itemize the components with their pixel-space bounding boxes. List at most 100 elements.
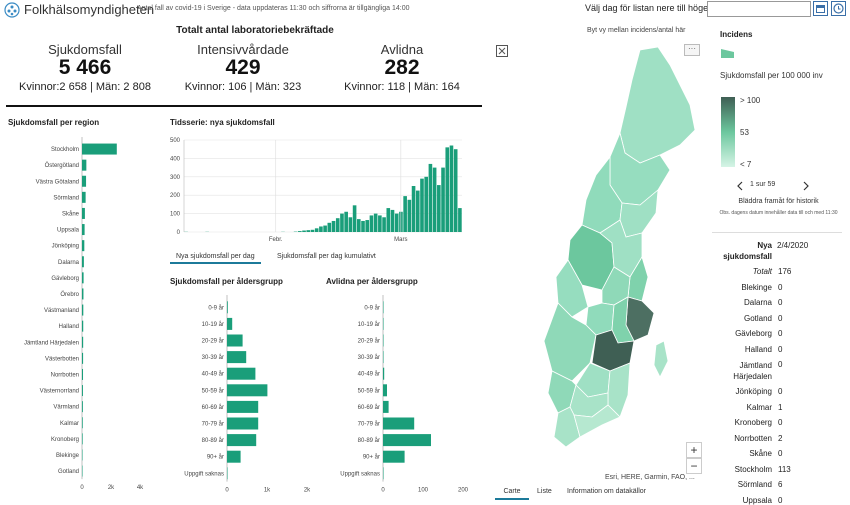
map-region-gotland[interactable] [653,340,669,378]
timeseries-bar[interactable] [323,225,327,232]
tab-cumulative-cases[interactable]: Sjukdomsfall per dag kumulativt [277,253,376,260]
tab-daily-cases[interactable]: Nya sjukdomsfall per dag [170,253,261,264]
region-bar[interactable] [82,385,83,397]
timeseries-bar[interactable] [352,205,357,232]
timeseries-bar[interactable] [331,220,336,232]
timeseries-bar[interactable] [441,167,445,232]
timeseries-bar[interactable] [437,185,441,232]
timeseries-bar[interactable] [458,208,462,232]
region-bar[interactable] [82,240,85,252]
age-deaths-bar[interactable] [383,417,415,430]
region-bar[interactable] [82,352,84,364]
map-region-norrbotten[interactable] [619,46,696,164]
timeseries-bar[interactable] [390,209,395,232]
timeseries-bar[interactable] [449,145,454,232]
timeseries-bar[interactable] [415,190,420,232]
map-view-toggle[interactable]: Byt vy mellan incidens/antal här [587,27,686,34]
timeseries-bar[interactable] [386,208,391,232]
age-cases-bar[interactable] [227,400,259,413]
pager-prev-icon[interactable] [736,181,744,191]
region-bar[interactable] [82,320,84,332]
age-deaths-bar[interactable] [383,434,431,447]
timeseries-bar[interactable] [306,230,311,232]
region-bar[interactable] [82,449,83,461]
timeseries-bar[interactable] [394,213,399,232]
calendar-button[interactable] [813,1,828,16]
region-bar[interactable] [82,465,83,477]
region-bar[interactable] [82,417,83,429]
timeseries-bar[interactable] [403,196,407,232]
age-cases-bar[interactable] [227,334,243,347]
age-cases-bar[interactable] [227,351,247,364]
timeseries-bar[interactable] [369,215,374,232]
timeseries-bar[interactable] [365,220,370,232]
age-cases-bar[interactable] [227,467,228,480]
sweden-map[interactable] [530,45,700,470]
timeseries-bar[interactable] [348,217,353,232]
age-deaths-bar[interactable] [383,351,384,364]
region-bar[interactable] [82,159,87,171]
age-deaths-bar[interactable] [383,317,384,330]
timeseries-bar[interactable] [420,178,424,232]
tab-map[interactable]: Carte [495,488,529,500]
timeseries-bar[interactable] [411,186,416,232]
clock-button[interactable] [831,1,846,16]
age-deaths-bar[interactable] [383,367,385,380]
timeseries-bar[interactable] [432,167,437,232]
region-bar[interactable] [82,288,84,300]
age-cases-bar[interactable] [227,434,257,447]
region-bar[interactable] [82,304,84,316]
timeseries-bar[interactable] [335,218,340,232]
age-deaths-bar[interactable] [383,334,384,347]
region-bar[interactable] [82,433,83,445]
timeseries-bar[interactable] [344,211,348,232]
timeseries-bar[interactable] [340,213,344,232]
region-bar[interactable] [82,224,85,236]
timeseries-bar[interactable] [319,226,323,232]
timeseries-bar[interactable] [310,229,315,232]
more-options-button[interactable]: ··· [684,44,700,56]
age-cases-bar[interactable] [227,450,241,463]
region-bar[interactable] [82,207,85,219]
age-deaths-bar[interactable] [383,450,405,463]
age-cases-bar[interactable] [227,317,233,330]
age-cases-bar[interactable] [227,301,228,314]
tab-list[interactable]: Liste [537,488,552,495]
region-bar[interactable] [82,368,84,380]
age-deaths-bar[interactable] [383,467,384,480]
region-bar[interactable] [82,272,84,284]
date-input[interactable] [707,1,811,17]
region-bar[interactable] [82,256,84,268]
timeseries-bar[interactable] [356,219,361,232]
age-deaths-bar[interactable] [383,400,389,413]
age-cases-bar[interactable] [227,367,256,380]
age-cases-bar[interactable] [227,384,268,397]
timeseries-bar[interactable] [407,199,412,232]
timeseries-bar[interactable] [327,222,332,232]
timeseries-bar[interactable] [298,231,302,232]
timeseries-bar[interactable] [424,176,429,232]
timeseries-bar[interactable] [314,228,319,232]
region-bar[interactable] [82,191,86,203]
timeseries-bar[interactable] [378,215,382,232]
region-bar[interactable] [82,401,83,413]
map-region-ostergotland[interactable] [591,329,635,372]
timeseries-bar[interactable] [453,149,458,232]
timeseries-bar[interactable] [361,220,365,232]
age-deaths-bar[interactable] [383,384,387,397]
timeseries-bar[interactable] [302,230,306,232]
map-region-blekinge[interactable] [573,404,621,438]
fullscreen-icon[interactable] [496,45,508,57]
zoom-out-button[interactable]: − [686,458,702,474]
timeseries-bar[interactable] [382,217,386,232]
region-bar[interactable] [82,336,84,348]
age-cases-bar[interactable] [227,417,259,430]
pager-next-icon[interactable] [802,181,810,191]
timeseries-bar[interactable] [445,147,450,232]
region-bar[interactable] [82,143,117,155]
region-bar[interactable] [82,175,87,187]
tab-data-sources[interactable]: Information om datakällor [567,488,646,495]
age-deaths-bar[interactable] [383,301,384,314]
zoom-in-button[interactable]: + [686,442,702,458]
timeseries-bar[interactable] [373,213,378,232]
